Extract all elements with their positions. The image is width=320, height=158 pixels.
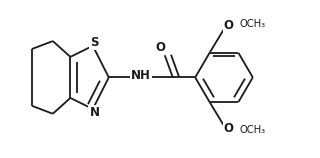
Text: N: N — [89, 106, 100, 119]
Text: OCH₃: OCH₃ — [240, 19, 266, 29]
Text: O: O — [224, 19, 234, 32]
Text: OCH₃: OCH₃ — [240, 125, 266, 136]
Text: O: O — [155, 41, 165, 54]
Text: NH: NH — [131, 69, 151, 82]
Text: S: S — [90, 36, 99, 49]
Text: O: O — [224, 122, 234, 135]
